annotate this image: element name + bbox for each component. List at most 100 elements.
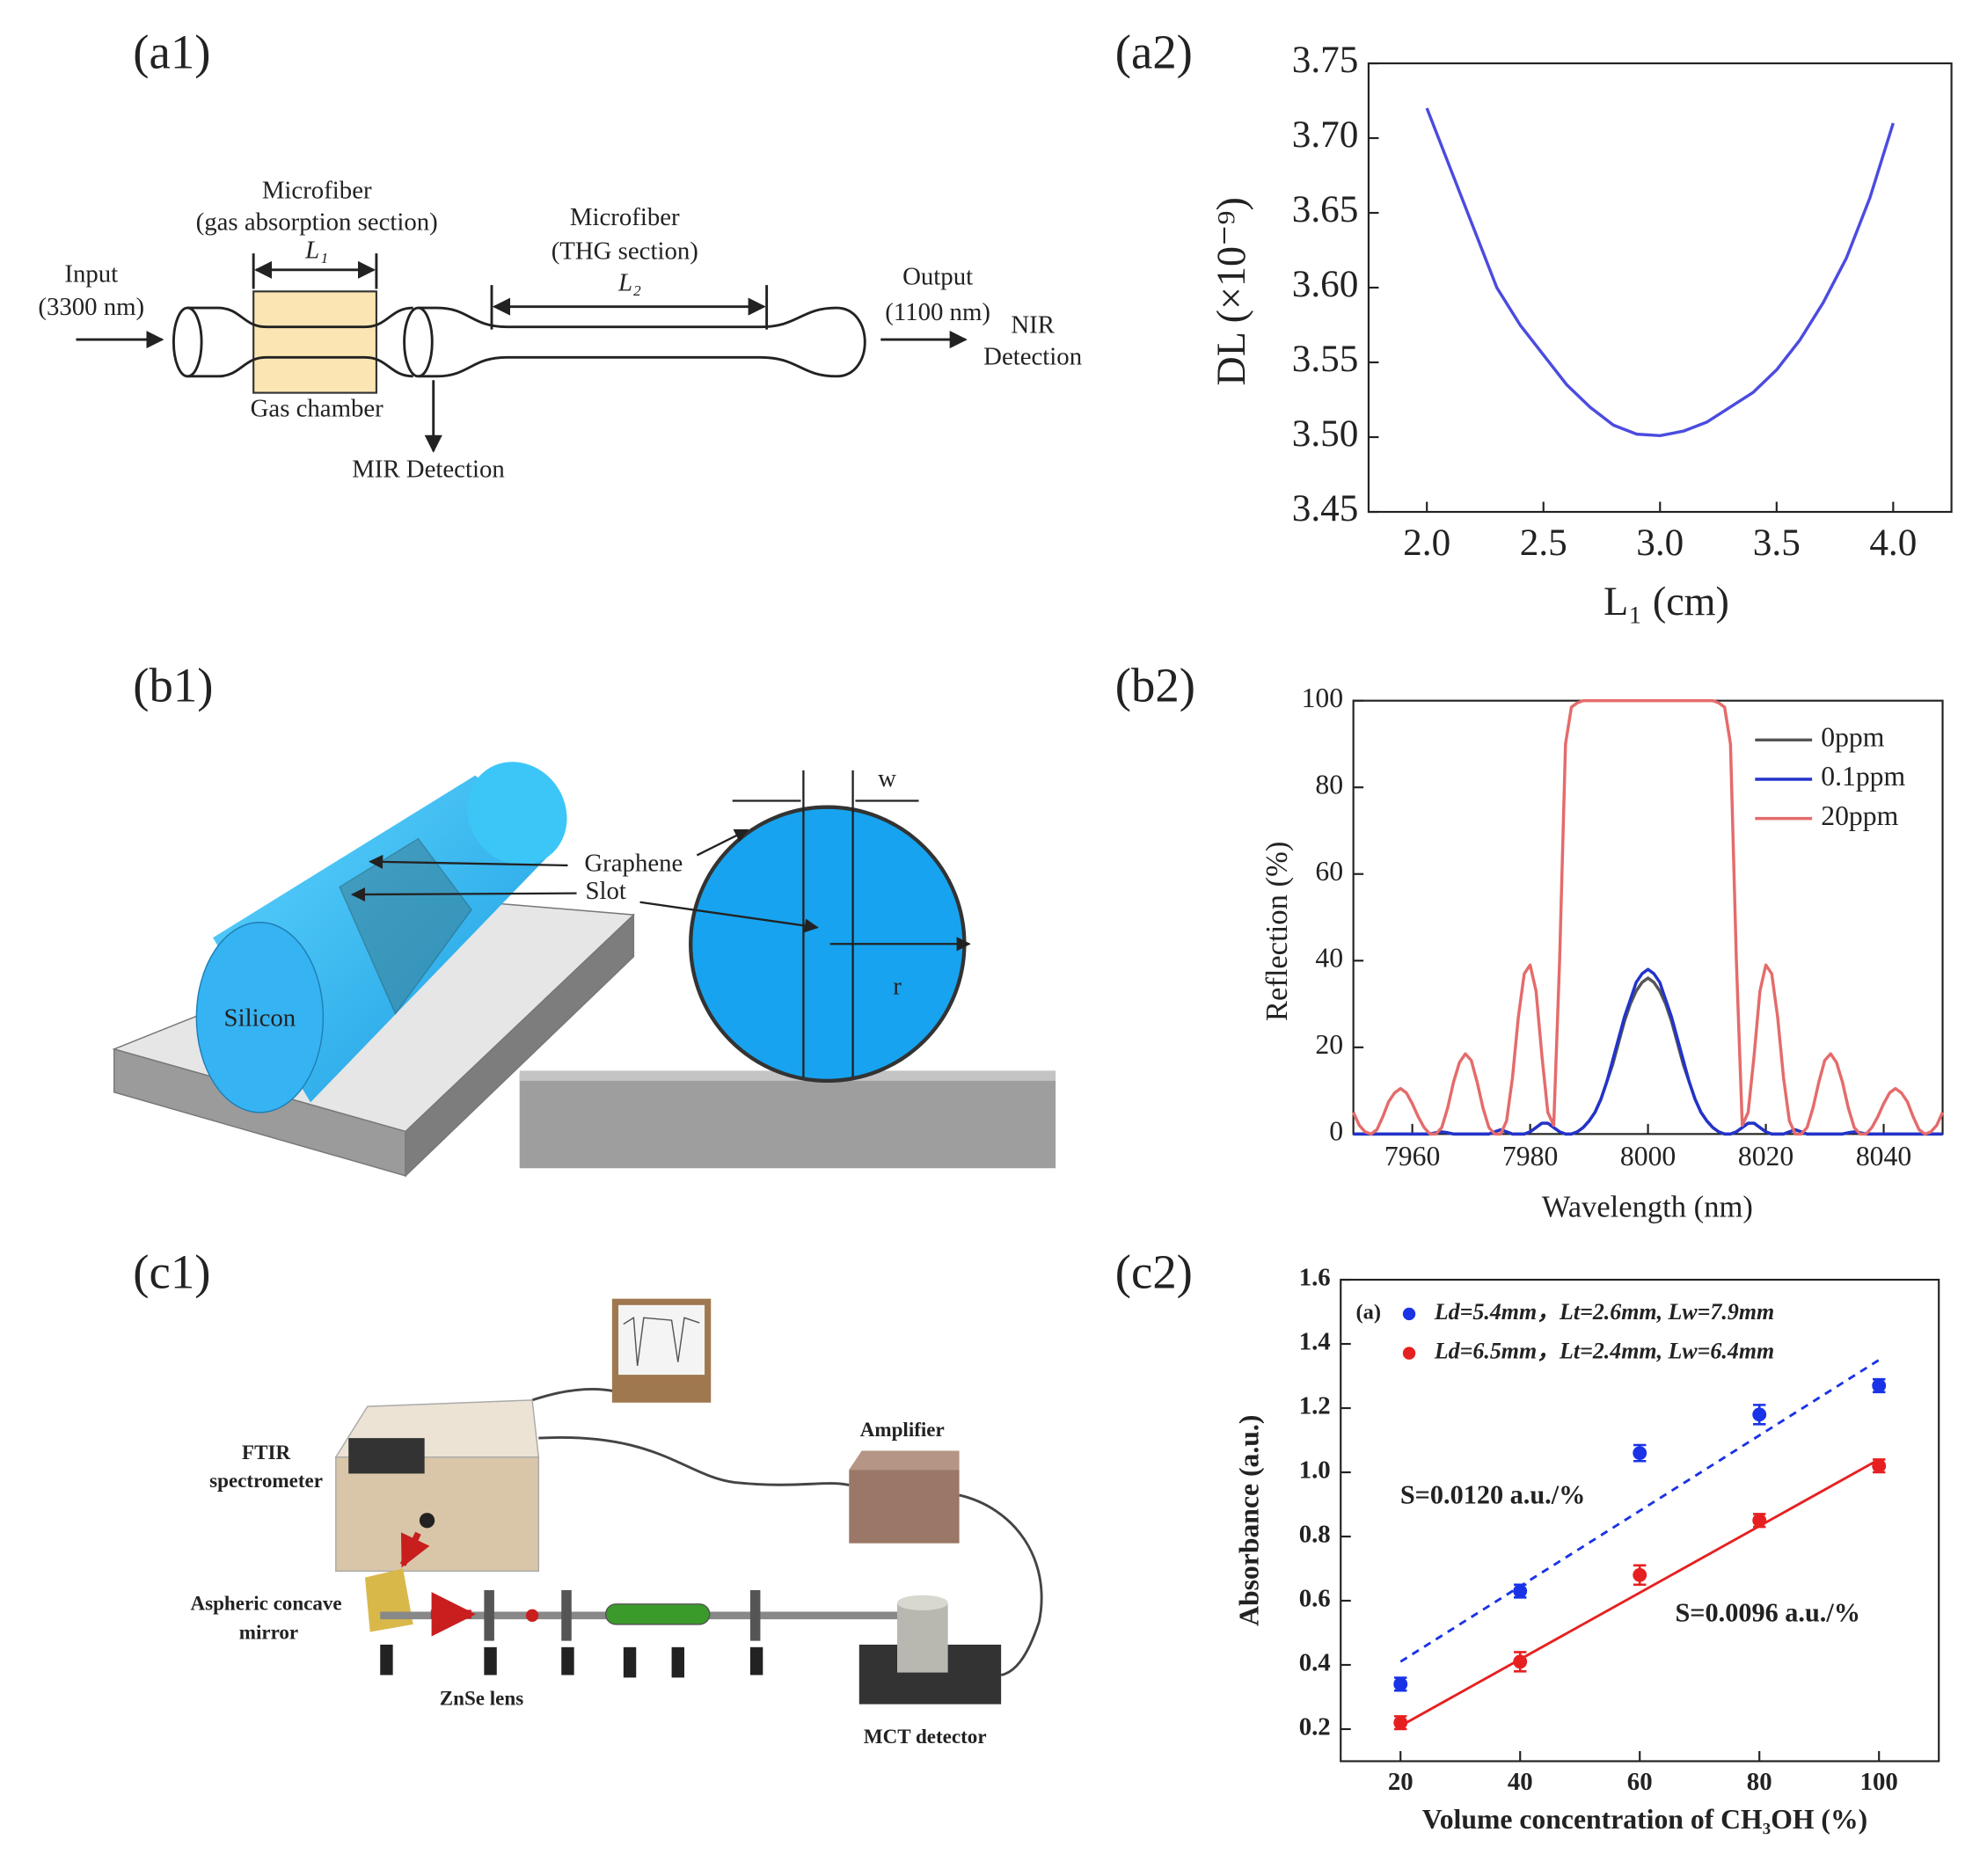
label: NIR — [1011, 310, 1055, 339]
label: (1100 nm) — [885, 298, 990, 326]
y-tick-label: 3.55 — [1292, 338, 1359, 380]
label: Gas chamber — [251, 394, 384, 422]
dimension-bar — [252, 253, 769, 330]
label: mirror — [239, 1621, 298, 1644]
y-tick-label: 3.70 — [1292, 113, 1359, 156]
ftir-port — [419, 1513, 435, 1529]
label: (3300 nm) — [38, 293, 144, 321]
post — [671, 1646, 684, 1678]
substrate-side — [405, 913, 635, 1178]
y-tick-label: 0.8 — [1299, 1521, 1331, 1549]
legend-marker — [1402, 1347, 1416, 1360]
x-tick-label: 3.0 — [1636, 522, 1684, 564]
fiber-end — [403, 306, 434, 378]
detector-top — [897, 1595, 948, 1611]
y-tick-label: 0.4 — [1299, 1649, 1331, 1677]
monitor-screen — [618, 1304, 705, 1376]
focus — [525, 1609, 539, 1623]
x-axis-label: Volume concentration of CH₃OH (%) — [1422, 1804, 1867, 1835]
cylinder-back — [467, 762, 567, 865]
x-tick-label: 100 — [1860, 1768, 1898, 1796]
x-tick-label: 7960 — [1384, 1141, 1440, 1172]
label: MIR Detection — [352, 456, 505, 484]
data-line — [1353, 967, 1943, 1136]
annotation: S=0.0120 a.u./% — [1400, 1480, 1586, 1510]
post — [380, 1644, 393, 1675]
label: Input — [64, 260, 118, 288]
legend-label: Ld=6.5mm，Lt=2.4mm, Lw=6.4mm — [1434, 1339, 1774, 1364]
lens-holder — [484, 1589, 494, 1641]
fit-line — [1399, 1359, 1880, 1663]
label: Silicon — [224, 1004, 296, 1032]
label: FTIR — [242, 1441, 290, 1464]
fit-line — [1399, 1458, 1880, 1727]
gas-cell — [604, 1603, 711, 1625]
data-point — [1513, 1654, 1528, 1669]
annotation: S=0.0096 a.u./% — [1675, 1598, 1860, 1628]
legend-label: 0.1ppm — [1821, 761, 1905, 792]
x-tick-label: 8020 — [1738, 1141, 1793, 1172]
x-axis-label: Wavelength (nm) — [1542, 1191, 1753, 1224]
label: Amplifier — [860, 1418, 945, 1441]
data-line — [1352, 698, 1945, 1136]
label: Detection — [983, 342, 1082, 370]
y-tick-label: 3.75 — [1292, 39, 1359, 81]
dimension — [732, 770, 919, 814]
x-axis-label: L₁ (cm) — [1603, 579, 1729, 624]
y-tick-label: 3.45 — [1292, 487, 1359, 529]
y-tick-label: 80 — [1315, 769, 1343, 799]
panel-label: (a1) — [133, 25, 210, 78]
y-axis-label: Absorbance (a.u.) — [1234, 1415, 1265, 1626]
x-tick-label: 8000 — [1620, 1141, 1676, 1172]
data-point — [1513, 1584, 1528, 1598]
diagram-a1-labels: Microfiber (gas absorption section) L₁ M… — [38, 177, 1082, 484]
label: ZnSe lens — [440, 1687, 523, 1710]
legend-label: 0ppm — [1821, 722, 1885, 753]
panel-label: (b1) — [133, 659, 213, 712]
y-tick-label: 20 — [1315, 1029, 1343, 1060]
x-tick-label: 7980 — [1502, 1141, 1558, 1172]
arrow — [369, 854, 568, 869]
legend-label: 20ppm — [1821, 800, 1898, 831]
label: L₁ — [304, 236, 328, 264]
label: Microfiber — [570, 203, 680, 231]
y-tick-label: 3.50 — [1292, 412, 1359, 455]
panel-label: (b2) — [1115, 659, 1195, 712]
label: Aspheric concave — [190, 1592, 341, 1615]
x-tick-label: 40 — [1508, 1768, 1533, 1796]
label: (gas absorption section) — [196, 208, 438, 237]
legend-label: Ld=5.4mm，Lt=2.6mm, Lw=7.9mm — [1434, 1299, 1774, 1325]
lens-holder — [561, 1589, 572, 1641]
post — [484, 1646, 497, 1675]
diagram-c1: FTIR spectrometer Amplifier Aspheric con… — [190, 1298, 1043, 1748]
arrow — [639, 901, 819, 933]
y-tick-label: 1.6 — [1299, 1264, 1331, 1292]
label: Graphene — [584, 850, 683, 878]
y-tick-label: 3.60 — [1292, 263, 1359, 305]
x-tick-label: 80 — [1747, 1768, 1772, 1796]
y-axis-label: DL (×10⁻⁹) — [1209, 197, 1253, 385]
y-tick-label: 3.65 — [1292, 188, 1359, 230]
legend-title: (a) — [1356, 1301, 1382, 1325]
x-tick-label: 3.5 — [1753, 522, 1801, 564]
label: MCT detector — [864, 1725, 987, 1748]
x-tick-label: 8040 — [1856, 1141, 1911, 1172]
y-tick-label: 0.6 — [1299, 1585, 1331, 1613]
label: w — [878, 764, 896, 792]
panel-label: (c1) — [133, 1245, 210, 1299]
lens-holder — [749, 1589, 761, 1641]
diagram-b1: Graphene Slot Silicon w r — [112, 762, 1056, 1178]
data-point — [1633, 1446, 1647, 1461]
y-tick-label: 40 — [1315, 943, 1343, 974]
label: (THG section) — [552, 237, 698, 266]
data-point — [1633, 1567, 1647, 1582]
label: Microfiber — [262, 177, 372, 205]
data-point — [1752, 1513, 1767, 1528]
panel-label: (c2) — [1115, 1245, 1193, 1299]
detector — [897, 1602, 948, 1673]
diagram-a1 — [76, 253, 968, 453]
gas-chamber — [252, 290, 377, 394]
fiber-end — [172, 306, 203, 378]
